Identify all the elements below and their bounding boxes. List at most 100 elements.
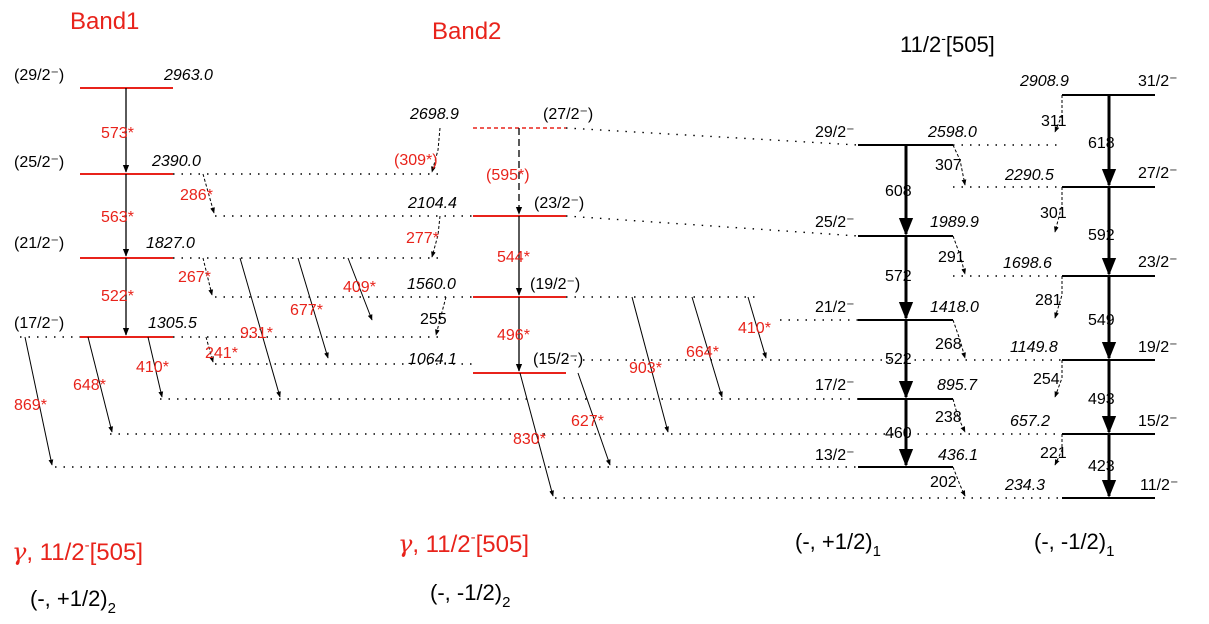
band1-title: Band1 [70,8,139,35]
spin-label: (19/2⁻) [530,276,580,293]
energy-label: 2598.0 [927,124,977,141]
band3-levels: 29/2⁻ 25/2⁻ 21/2⁻ 17/2⁻ 13/2⁻ 2598.0 198… [815,124,979,468]
gamma-arrow [431,127,441,173]
gamma-label: 618 [1088,135,1115,152]
band2-levels: (27/2⁻) (23/2⁻) (19/2⁻) (15/2⁻) 2698.9 2… [407,106,593,374]
energy-label: 657.2 [1010,413,1050,430]
gamma-arrow [431,215,441,258]
gamma-arrow [87,336,114,433]
gamma-label: 572 [885,268,912,285]
spin-label: 31/2⁻ [1138,73,1178,90]
gamma-arrow [691,296,723,398]
band2-title: Band2 [432,18,501,45]
gamma-arrow [952,235,966,275]
gamma-label: 903* [629,360,662,377]
gamma-label: 410* [738,320,771,337]
energy-label: 1989.9 [930,214,979,231]
gamma-label: 608 [885,183,912,200]
gamma-label: 496* [497,327,530,344]
energy-label: 1149.8 [1010,339,1058,356]
gamma-label: 307 [935,157,962,174]
spin-label: 15/2⁻ [1138,413,1178,430]
band3-title: 11/2-[505] [900,30,995,57]
gamma-label: 544* [497,249,530,266]
gamma-label: 493 [1088,391,1115,408]
gamma-label: 221 [1040,445,1067,462]
gamma-label: 648* [73,377,106,394]
energy-label: 2963.0 [163,67,213,84]
gamma-arrow [952,319,966,359]
signature-partner-transitions: 311 307 301 291 281 268 254 238 221 202 [930,95,1067,497]
gamma-label: 522* [101,288,134,305]
spin-label: (17/2⁻) [14,315,64,332]
spin-label: (27/2⁻) [543,106,593,123]
gamma-label: 573* [101,125,134,142]
energy-label: 2390.0 [151,153,201,170]
gamma-arrow [952,466,966,497]
gamma-label: 238 [935,409,962,426]
gamma-arrow [239,257,281,398]
spin-label: (29/2⁻) [14,67,64,84]
energy-label: 2104.4 [407,195,457,212]
energy-label: 1827.0 [146,235,195,252]
energy-label: 2698.9 [409,106,459,123]
spin-label: 19/2⁻ [1138,339,1178,356]
band4-signature-label: (-, -1/2)1 [1034,529,1114,560]
band3-signature-label: (-, +1/2)1 [795,529,881,560]
band4-levels: 31/2⁻ 27/2⁻ 23/2⁻ 19/2⁻ 15/2⁻ 11/2⁻ 2908… [1003,73,1178,499]
gamma-arrow [1054,95,1063,133]
dotted-guides [20,127,1062,499]
energy-label: 234.3 [1004,477,1045,494]
spin-label: (25/2⁻) [14,154,64,171]
energy-label: 1698.6 [1003,255,1052,272]
energy-label: 1064.1 [408,351,457,368]
gamma-label: 254 [1033,371,1060,388]
gamma-label: 268 [935,336,962,353]
gamma-label: 563* [101,209,134,226]
gamma-label: 677* [290,302,323,319]
spin-label: 21/2⁻ [815,299,855,316]
energy-label: 1560.0 [407,276,456,293]
gamma-arrow [1054,187,1063,233]
gamma-label: 410* [136,359,169,376]
gamma-arrow [24,336,54,466]
gamma-arrow [952,144,967,186]
interband-transitions: 286* 267* 241* 410* 869* 648* 931* 677* … [14,127,771,497]
gamma-arrow [952,398,966,433]
gamma-label: 267* [178,269,211,286]
gamma-label: 291 [938,249,965,266]
gamma-label: 202 [930,474,957,491]
gamma-label: 281 [1035,292,1062,309]
gamma-label: 286* [180,187,213,204]
gamma-arrow [1054,276,1063,319]
gamma-arrow [631,296,669,433]
gamma-arrow [577,372,611,466]
gamma-label: 830* [513,431,546,448]
configuration-labels: γ, 11/2-[505] (-, +1/2)2 γ, 11/2-[505] (… [12,529,1114,617]
band1-levels: (29/2⁻) (25/2⁻) (21/2⁻) (17/2⁻) 2963.0 2… [14,67,213,338]
gamma-arrow [1054,434,1063,466]
gamma-arrow [202,257,214,296]
spin-label: (23/2⁻) [534,195,584,212]
energy-label: 1418.0 [930,299,979,316]
spin-label: 11/2⁻ [1140,477,1178,494]
gamma-label: 592 [1088,227,1115,244]
gamma-arrow [435,296,447,336]
gamma-label: 627* [571,413,604,430]
band2-orbital-label: γ, 11/2-[505] [398,529,529,558]
gamma-label: 409* [343,279,376,296]
gamma-label: 460 [885,425,912,442]
energy-label: 895.7 [937,377,978,394]
gamma-arrow [1054,360,1063,398]
gamma-label: 311 [1041,113,1067,130]
gamma-arrow [347,257,373,321]
gamma-arrow [202,173,215,214]
gamma-label: 277* [406,230,439,247]
spin-label: 17/2⁻ [815,377,855,394]
gamma-label: 869* [14,397,47,414]
gamma-label: 423 [1088,458,1115,475]
energy-label: 2908.9 [1019,73,1069,90]
gamma-label: 664* [686,344,719,361]
band1-signature-label: (-, +1/2)2 [30,586,116,617]
gamma-label: 931* [240,325,273,342]
